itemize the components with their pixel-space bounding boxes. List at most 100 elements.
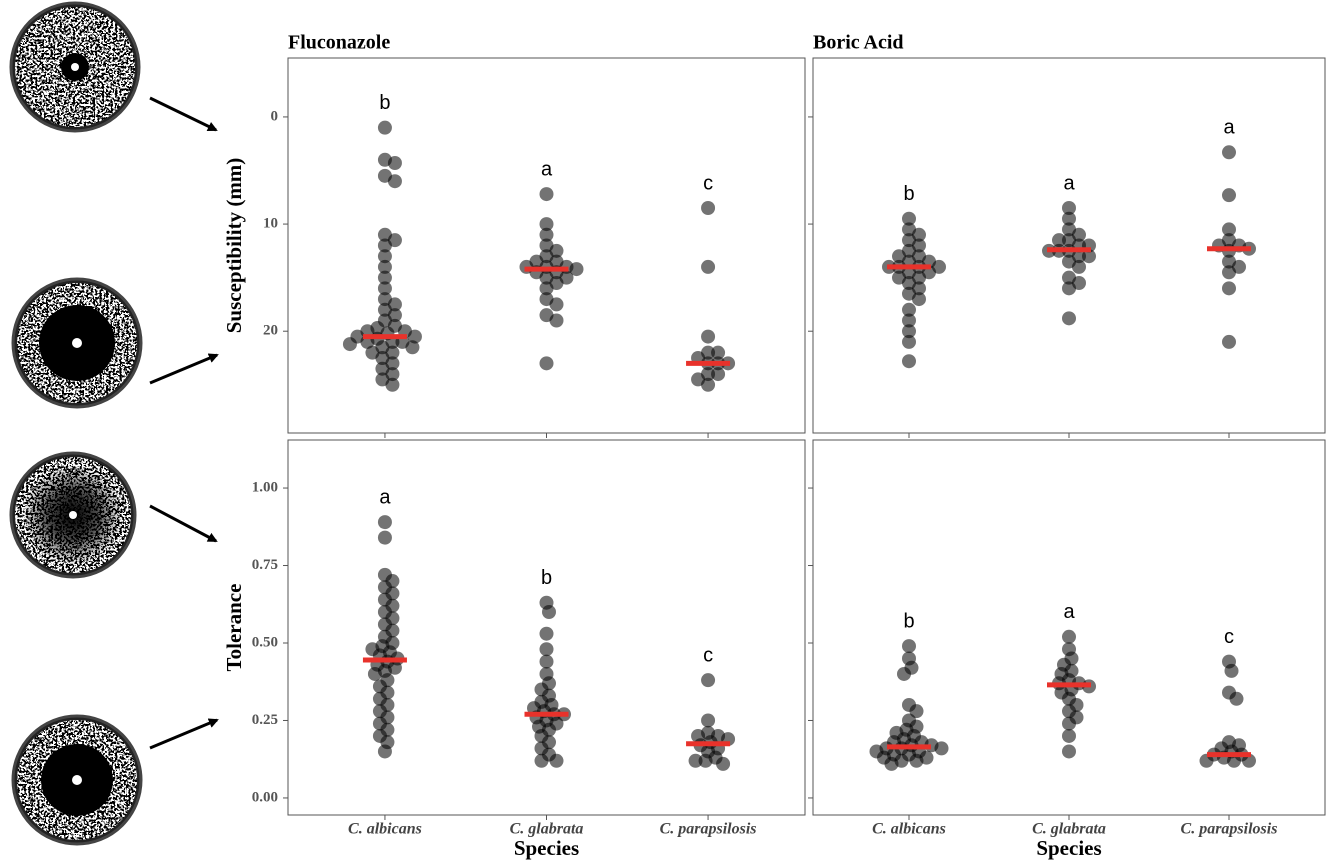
data-point [1222,188,1236,203]
significance-letter: b [903,610,914,632]
y-tick-label: 10 [263,216,278,232]
data-point [539,642,554,657]
y-axis-label: Tolerance [222,584,246,672]
x-tick-label: C. glabrata [1032,821,1106,838]
significance-letter: c [1224,626,1234,648]
data-point [387,174,402,189]
dish [9,1,141,133]
data-point [902,211,916,226]
data-point [1222,222,1236,237]
significance-letter: b [379,92,390,114]
data-point [367,666,382,681]
data-point [698,753,713,768]
x-tick-label: C. glabrata [510,821,584,838]
data-point [902,639,916,654]
significance-letter: a [1063,601,1075,623]
dish [11,277,143,409]
data-point [1062,281,1076,296]
data-point [701,329,716,344]
data-point [539,626,554,641]
dish [11,714,143,846]
arrow [149,504,218,543]
data-point [1062,201,1076,215]
data-point [1062,211,1076,226]
x-tick-label: C. albicans [872,821,946,838]
data-point [902,313,916,328]
data-point [902,324,916,339]
x-tick-label: C. albicans [348,821,422,838]
data-point [377,515,392,530]
significance-letter: c [703,172,713,194]
data-point [912,292,926,307]
significance-letter: b [903,183,914,205]
data-point [405,340,420,355]
y-tick-label: 0 [271,108,279,124]
significance-letter: a [379,486,391,508]
panel-title: Fluconazole [288,32,390,54]
data-point [539,654,554,669]
data-point [902,334,916,349]
data-point [1222,145,1236,160]
data-point [701,377,716,392]
data-point [385,377,400,392]
x-axis-label: Species [1036,836,1101,860]
data-point [1062,744,1076,759]
data-point [711,345,726,360]
y-tick-label: 20 [263,323,278,339]
data-point [549,753,564,768]
data-point [569,262,584,277]
data-point [1062,311,1076,326]
data-point [1224,663,1239,678]
data-point [387,156,402,170]
data-point [407,329,422,344]
x-tick-label: C. parapsilosis [1181,821,1278,838]
data-point [1052,233,1066,248]
x-tick-label: C. parapsilosis [660,821,757,838]
data-point [534,753,549,768]
y-tick-label: 0.25 [252,712,278,728]
data-point [902,354,916,369]
data-point [701,201,716,215]
data-point [542,605,556,620]
y-tick-label: 0.00 [252,789,278,805]
panel: 0.00 0.25 0.50 0.75 1.00 Tolerance Species C. a… [222,439,806,860]
data-point [549,313,564,328]
data-point [549,297,564,312]
y-axis-label: Susceptibility (mm) [222,158,246,334]
data-point [1062,728,1076,743]
data-point [377,530,392,545]
panel: 0 10 20 Fluconazole Susceptibility (mm) b a c [222,32,806,438]
data-point [342,337,357,352]
data-point [884,756,899,771]
data-point [701,673,716,688]
data-point [934,741,949,756]
data-point [716,756,731,771]
data-point [902,302,916,317]
data-point [1062,716,1076,731]
data-point [377,238,392,253]
data-point [1072,259,1086,274]
data-point [1229,691,1244,706]
arrow [149,353,219,385]
panel-title: Boric Acid [813,32,904,54]
data-point [377,249,392,264]
arrow [149,96,218,132]
panel: Species C. albicans b C. glabrata a C. paraps… [808,439,1326,860]
significance-letter: a [1063,172,1075,194]
data-point [1199,753,1214,768]
data-point [377,259,392,274]
significance-letter: a [541,158,553,180]
data-point [377,281,392,296]
data-point [897,666,911,681]
data-point [688,753,703,768]
data-point [377,120,392,135]
data-point [701,259,716,274]
y-tick-label: 0.75 [252,557,278,573]
data-point [701,713,716,728]
data-point [1082,249,1096,264]
data-point [539,187,554,202]
data-point [1222,281,1236,296]
significance-letter: a [1223,117,1235,139]
data-point [377,270,392,285]
